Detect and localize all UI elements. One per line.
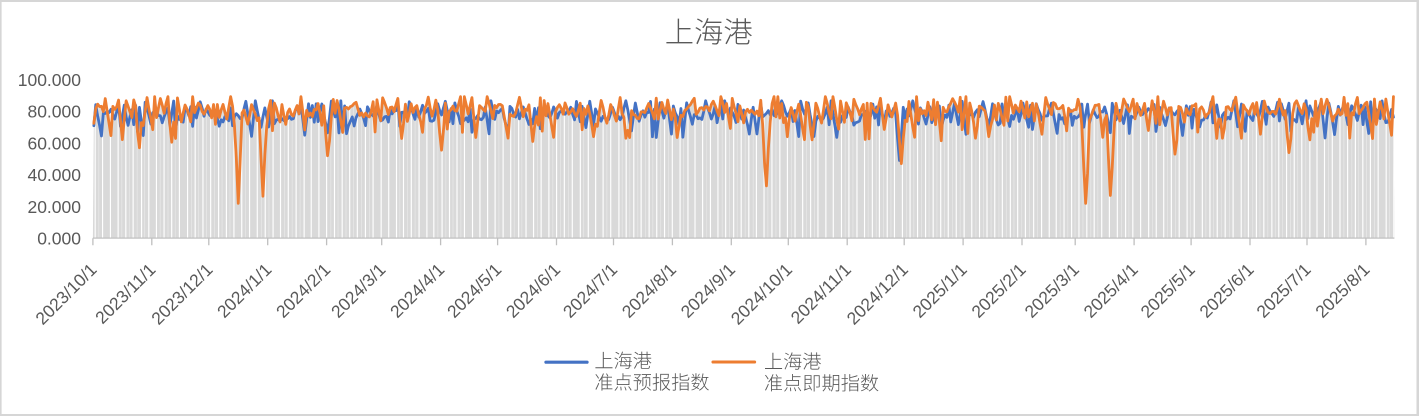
- svg-text:0.000: 0.000: [37, 229, 81, 249]
- svg-text:80.000: 80.000: [27, 102, 81, 122]
- svg-text:20.000: 20.000: [27, 197, 81, 217]
- svg-text:40.000: 40.000: [27, 165, 81, 185]
- svg-text:60.000: 60.000: [27, 133, 81, 153]
- svg-text:100.000: 100.000: [18, 70, 82, 90]
